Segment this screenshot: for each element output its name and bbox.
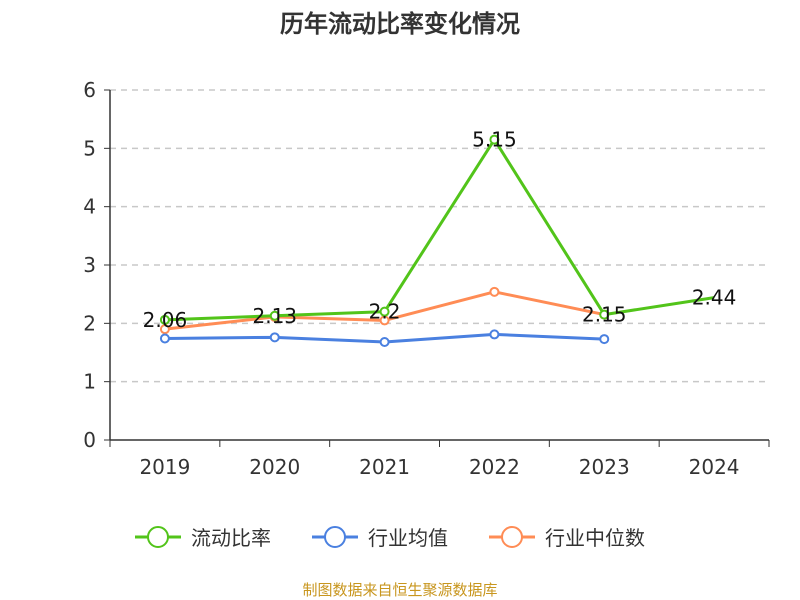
x-tick-label: 2023 bbox=[579, 455, 630, 479]
data-point bbox=[269, 310, 280, 321]
data-label: 5.15 bbox=[472, 128, 517, 152]
data-point bbox=[379, 337, 390, 347]
x-tick-label: 2024 bbox=[689, 455, 740, 479]
x-tick-label: 2019 bbox=[139, 455, 190, 479]
y-tick-label: 4 bbox=[83, 195, 96, 219]
data-point bbox=[489, 286, 500, 297]
chart-title: 历年流动比率变化情况 bbox=[280, 10, 520, 38]
data-point bbox=[489, 134, 500, 145]
data-label: 2.13 bbox=[252, 304, 297, 328]
legend-marker bbox=[324, 526, 346, 548]
x-tick-label: 2020 bbox=[249, 455, 300, 479]
data-label: 2.2 bbox=[369, 300, 401, 324]
data-point bbox=[599, 309, 610, 320]
x-tick-label: 2021 bbox=[359, 455, 410, 479]
data-point bbox=[379, 306, 390, 317]
y-tick-label: 2 bbox=[83, 311, 96, 335]
x-tick-label: 2022 bbox=[469, 455, 520, 479]
y-tick-label: 3 bbox=[83, 253, 96, 277]
y-tick-label: 6 bbox=[83, 78, 96, 102]
y-tick-label: 1 bbox=[83, 370, 96, 394]
data-point bbox=[159, 324, 170, 335]
y-tick-label: 0 bbox=[83, 428, 96, 452]
legend-marker bbox=[501, 526, 523, 548]
legend-marker bbox=[147, 526, 169, 548]
source-note: 制图数据来自恒生聚源数据库 bbox=[302, 581, 497, 599]
y-tick-label: 5 bbox=[83, 136, 96, 160]
data-point bbox=[599, 334, 610, 345]
data-label: 2.06 bbox=[143, 308, 188, 332]
data-point bbox=[159, 314, 170, 325]
legend-label: 流动比率 bbox=[191, 526, 271, 550]
legend-label: 行业均值 bbox=[368, 526, 448, 550]
data-point bbox=[489, 329, 500, 340]
data-point bbox=[269, 332, 280, 343]
legend-label: 行业中位数 bbox=[545, 526, 645, 550]
data-point bbox=[159, 333, 170, 344]
data-label: 2.15 bbox=[582, 303, 627, 327]
data-label: 2.44 bbox=[692, 286, 737, 310]
series-line-0 bbox=[164, 138, 715, 322]
